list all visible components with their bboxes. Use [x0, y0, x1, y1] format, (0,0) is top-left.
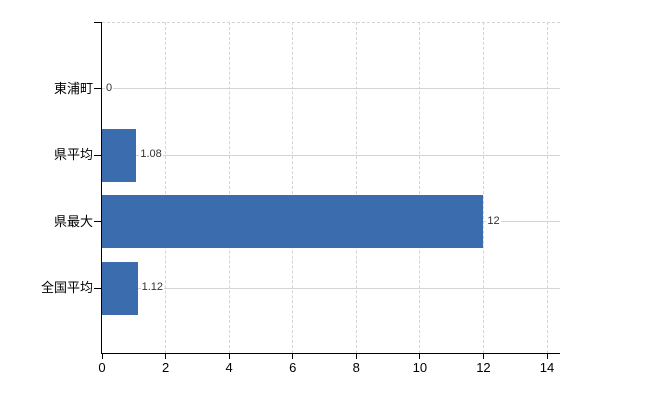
value-label-県最大: 12: [486, 213, 501, 229]
category-tick-3: [94, 287, 101, 289]
x-axis-tick-10: [419, 354, 421, 359]
gridline-category-3: [102, 287, 560, 289]
gridline-x-10: [419, 22, 421, 353]
value-label-全国平均: 1.12: [140, 280, 165, 295]
bar-全国平均: [102, 261, 138, 315]
x-axis-tick-label-2: 2: [161, 360, 170, 375]
x-axis-tick-label-14: 14: [539, 360, 555, 375]
x-axis-tick-label-12: 12: [476, 360, 491, 375]
category-tick-0: [94, 88, 101, 89]
gridline-x-12: [482, 22, 484, 353]
x-axis-tick-label-10: 10: [412, 360, 428, 375]
gridline-category-0: [102, 88, 560, 89]
category-label-県平均: 県平均: [53, 147, 93, 162]
gridline-x-4: [228, 22, 230, 353]
bar-県平均: [102, 128, 137, 182]
category-tick-2: [94, 221, 101, 222]
x-axis-tick-14: [546, 354, 548, 359]
x-axis-tick-12: [482, 354, 484, 359]
x-axis-tick-4: [228, 354, 230, 359]
bar-県最大: [102, 195, 484, 248]
gridline-x-8: [355, 22, 357, 353]
category-tick-1: [94, 154, 101, 156]
gridline-x-6: [292, 22, 294, 353]
gridline-x-14: [546, 22, 548, 353]
gridline-x-2: [165, 22, 167, 353]
x-axis-tick-label-6: 6: [289, 360, 297, 375]
x-axis-tick-8: [355, 354, 357, 359]
gridline-category-1: [102, 154, 560, 156]
x-axis-tick-6: [292, 354, 294, 359]
value-label-県平均: 1.08: [139, 147, 163, 162]
x-axis-tick-label-8: 8: [352, 360, 360, 375]
x-axis-tick-0: [101, 354, 103, 359]
y-axis-end-tick: [94, 21, 101, 23]
plot-area: 0 1.08 12 1.12 東浦町県平均県最大全国平均 0 2 4 6 8 10 12 14: [41, 21, 560, 375]
x-axis-tick-label-4: 4: [225, 360, 233, 375]
category-label-全国平均: 全国平均: [40, 280, 93, 295]
category-label-東浦町: 東浦町: [53, 80, 93, 96]
x-axis-tick-2: [165, 354, 167, 359]
x-axis-tick-label-0: 0: [98, 360, 106, 375]
value-label-東浦町: 0: [105, 80, 114, 96]
gridline-top: [102, 22, 560, 23]
category-label-県最大: 県最大: [53, 213, 93, 229]
